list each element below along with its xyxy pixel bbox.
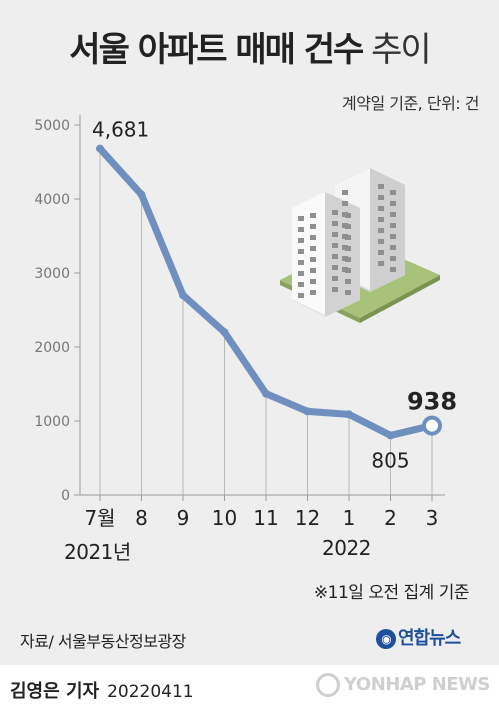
- window-mark: [298, 293, 304, 298]
- data-point: [96, 144, 104, 153]
- window-mark: [342, 212, 348, 217]
- chart-title: 서울 아파트 매매 건수 추이: [0, 22, 499, 71]
- publish-date: 20220411: [107, 682, 194, 702]
- data-label: 805: [371, 448, 409, 472]
- title-light: 추이: [371, 30, 432, 70]
- window-mark: [390, 234, 396, 239]
- window-mark: [342, 256, 348, 261]
- window-mark: [378, 228, 384, 233]
- window-mark: [310, 279, 316, 284]
- window-mark: [342, 190, 348, 195]
- y-tick-label: 2000: [34, 340, 70, 356]
- x-tick-label: 7월: [84, 506, 115, 530]
- x-tick-label: 9: [177, 506, 190, 530]
- x-tick-label: 11: [253, 506, 278, 530]
- window-mark: [298, 216, 304, 221]
- window-mark: [390, 223, 396, 228]
- window-mark: [332, 221, 338, 226]
- window-mark: [298, 249, 304, 254]
- data-point: [137, 190, 146, 199]
- window-mark: [332, 210, 338, 215]
- year-label-2022: 2022: [322, 536, 371, 560]
- window-mark: [298, 238, 304, 243]
- window-mark: [378, 195, 384, 200]
- watermark-text: YONHAP NEWS: [344, 674, 490, 695]
- window-mark: [332, 276, 338, 281]
- window-mark: [298, 282, 304, 287]
- y-tick-label: 0: [61, 488, 70, 504]
- footer-bar: 김영은 기자 20220411 YONHAP NEWS: [0, 665, 499, 712]
- window-mark: [342, 223, 348, 228]
- brand-logo: ◉ 연합뉴스: [376, 624, 461, 650]
- x-tick-label: 1: [343, 506, 356, 530]
- window-mark: [342, 245, 348, 250]
- apartment-building-icon: [280, 168, 440, 323]
- source-credit: 자료/ 서울부동산정보광장: [20, 632, 186, 651]
- window-mark: [378, 206, 384, 211]
- window-mark: [332, 265, 338, 270]
- x-tick-label: 10: [212, 506, 237, 530]
- data-point: [345, 410, 353, 419]
- data-point: [262, 389, 270, 398]
- window-mark: [378, 250, 384, 255]
- window-mark: [310, 257, 316, 262]
- x-tick-label: 8: [135, 506, 148, 530]
- x-tick-label: 3: [426, 506, 439, 530]
- window-mark: [390, 245, 396, 250]
- y-tick-label: 5000: [34, 118, 70, 134]
- watermark: YONHAP NEWS: [316, 673, 490, 697]
- data-label: 4,681: [92, 118, 149, 142]
- window-mark: [310, 213, 316, 218]
- brand-name: 연합뉴스: [398, 628, 461, 649]
- window-mark: [345, 279, 351, 284]
- window-mark: [390, 212, 396, 217]
- window-mark: [345, 290, 351, 295]
- window-mark: [342, 234, 348, 239]
- data-point: [179, 291, 187, 300]
- window-mark: [378, 239, 384, 244]
- author-name: 김영은 기자: [10, 681, 100, 702]
- window-mark: [390, 201, 396, 206]
- window-mark: [390, 190, 396, 195]
- window-mark: [342, 201, 348, 206]
- window-mark: [332, 232, 338, 237]
- window-mark: [310, 235, 316, 240]
- window-mark: [390, 267, 396, 272]
- data-label: 938: [407, 388, 457, 416]
- watermark-logo-icon: [316, 673, 340, 697]
- data-point: [220, 328, 229, 337]
- window-mark: [310, 268, 316, 273]
- window-mark: [342, 267, 348, 272]
- window-mark: [390, 256, 396, 261]
- window-mark: [332, 287, 338, 292]
- footnote: ※11일 오전 집계 기준: [313, 583, 470, 603]
- title-bold: 서울 아파트 매매 건수: [69, 30, 364, 70]
- x-tick-label: 2: [384, 506, 397, 530]
- window-mark: [332, 243, 338, 248]
- y-tick-label: 1000: [34, 414, 70, 430]
- data-point-latest: [422, 415, 442, 436]
- window-mark: [378, 184, 384, 189]
- y-tick-label: 3000: [34, 266, 70, 282]
- window-mark: [298, 271, 304, 276]
- window-mark: [332, 254, 338, 259]
- yonhap-logo-icon: ◉: [376, 629, 396, 649]
- window-mark: [310, 290, 316, 295]
- year-label-2021: 2021년: [64, 540, 131, 564]
- data-point: [386, 431, 395, 440]
- window-mark: [298, 260, 304, 265]
- window-mark: [378, 261, 384, 266]
- data-point: [303, 407, 312, 416]
- author-byline: 김영은 기자 20220411: [10, 677, 194, 703]
- window-mark: [310, 224, 316, 229]
- y-tick-label: 4000: [34, 192, 70, 208]
- window-mark: [298, 227, 304, 232]
- window-mark: [378, 217, 384, 222]
- unit-note: 계약일 기준, 단위: 건: [342, 94, 480, 113]
- window-mark: [310, 246, 316, 251]
- x-tick-label: 12: [295, 506, 320, 530]
